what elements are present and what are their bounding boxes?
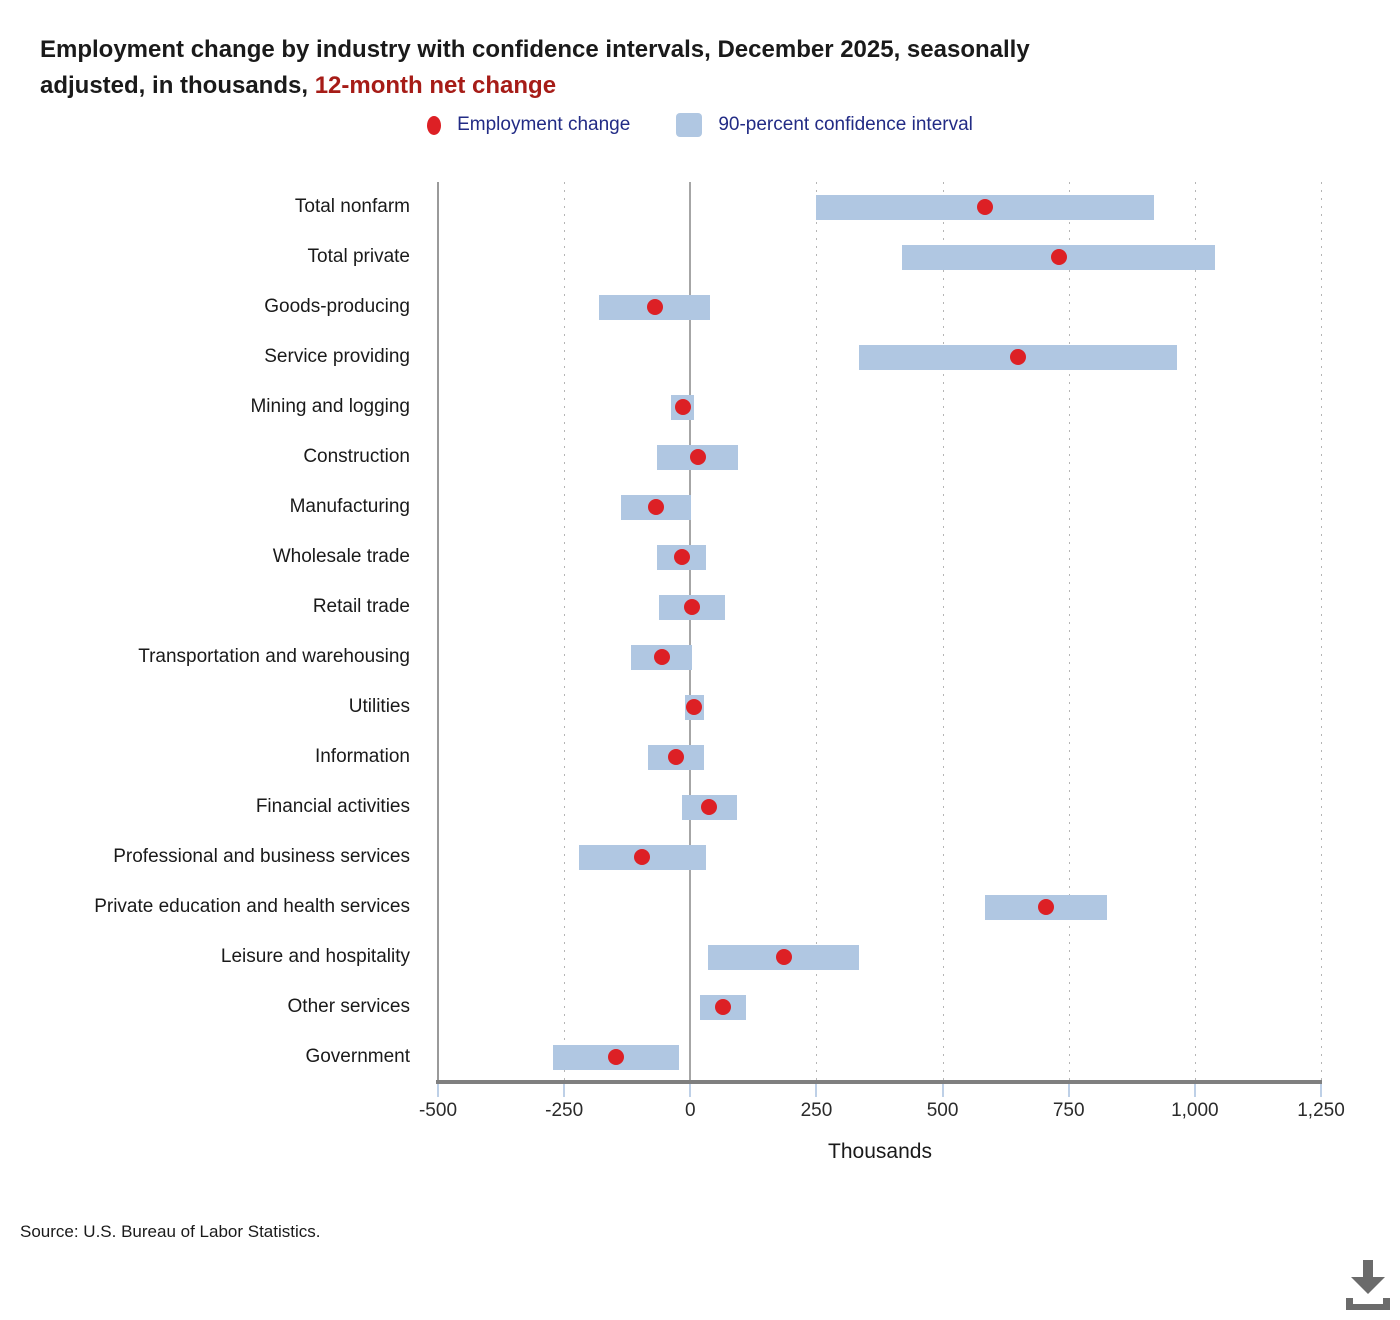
category-label: Manufacturing — [289, 496, 410, 517]
category-label: Service providing — [264, 346, 410, 367]
chart-title-highlight: 12-month net change — [314, 72, 557, 100]
employment-change-dot — [1050, 249, 1067, 265]
category-label: Retail trade — [312, 596, 410, 617]
x-axis-tick-label: 1,250 — [1297, 1100, 1345, 1121]
gridline — [1068, 182, 1070, 1082]
employment-change-dot — [977, 199, 994, 215]
confidence-interval-swatch-icon — [676, 113, 703, 137]
download-button[interactable] — [1342, 1256, 1394, 1312]
x-axis-tick — [941, 1084, 944, 1097]
x-axis-tick-label: 250 — [800, 1100, 833, 1121]
gridline — [1194, 182, 1196, 1082]
gridline — [816, 182, 818, 1082]
x-axis-tick-label: 1,000 — [1171, 1100, 1219, 1121]
x-axis-tick-label: 750 — [1052, 1100, 1085, 1121]
employment-change-dot — [1010, 349, 1027, 365]
category-label: Wholesale trade — [272, 546, 410, 567]
category-label: Goods-producing — [264, 296, 410, 317]
employment-change-dot — [647, 499, 664, 515]
employment-change-dot — [634, 849, 651, 865]
employment-change-dot — [686, 699, 703, 715]
x-axis-tick — [689, 1084, 692, 1097]
category-label: Financial activities — [255, 796, 410, 817]
category-label: Leisure and hospitality — [220, 946, 410, 967]
x-axis-tick — [437, 1084, 439, 1097]
gridline — [1321, 182, 1322, 1082]
employment-change-dot — [674, 399, 691, 415]
category-label: Professional and business services — [113, 846, 410, 867]
x-axis-baseline — [436, 1080, 1322, 1084]
category-label: Other services — [287, 996, 410, 1017]
employment-change-dot-icon — [427, 115, 442, 135]
y-axis-line — [437, 182, 439, 1082]
employment-change-dot — [689, 449, 706, 465]
category-label: Private education and health services — [94, 896, 410, 917]
x-axis-tick — [563, 1084, 566, 1097]
x-axis-tick-label: -250 — [545, 1100, 584, 1121]
x-axis-tick — [1067, 1084, 1070, 1097]
legend-label-employment-change: Employment change — [457, 114, 631, 135]
x-axis-title: Thousands — [828, 1140, 932, 1163]
x-axis-tick-label: 0 — [684, 1100, 696, 1121]
x-axis-tick — [1193, 1084, 1196, 1097]
category-label: Total private — [307, 246, 410, 267]
employment-change-dot — [701, 799, 718, 815]
category-label: Government — [305, 1046, 410, 1067]
employment-change-dot — [715, 999, 732, 1015]
employment-change-dot — [673, 549, 690, 565]
source-note: Source: U.S. Bureau of Labor Statistics. — [20, 1222, 321, 1241]
legend-label-confidence-interval: 90-percent confidence interval — [718, 114, 973, 135]
x-axis-tick — [1320, 1084, 1322, 1097]
download-icon — [1346, 1260, 1390, 1310]
employment-change-dot — [646, 299, 663, 315]
zero-gridline — [689, 182, 692, 1082]
category-label: Utilities — [348, 696, 410, 717]
x-axis-tick — [815, 1084, 818, 1097]
employment-change-dot — [775, 949, 792, 965]
category-label: Transportation and warehousing — [138, 646, 410, 667]
legend-item-employment-change: Employment change — [427, 114, 630, 136]
legend-item-confidence-interval: 90-percent confidence interval — [676, 113, 973, 137]
employment-change-dot — [683, 599, 700, 615]
gridline — [942, 182, 944, 1082]
employment-change-dot — [653, 649, 670, 665]
chart-title: Employment change by industry with confi… — [40, 32, 1210, 104]
category-label: Mining and logging — [250, 396, 410, 417]
x-axis-tick-label: -500 — [418, 1100, 458, 1121]
x-axis-tick-label: 500 — [926, 1100, 959, 1121]
gridline — [564, 182, 566, 1082]
employment-change-dot — [668, 749, 685, 765]
chart-title-line2: adjusted, in thousands, — [40, 72, 309, 100]
category-label: Construction — [303, 446, 410, 467]
employment-change-dot — [1038, 899, 1054, 915]
chart-legend: Employment change 90-percent confidence … — [0, 110, 1400, 140]
category-label: Information — [314, 746, 410, 767]
category-label: Total nonfarm — [294, 196, 410, 217]
employment-change-dot — [607, 1049, 624, 1065]
chart-title-line1: Employment change by industry with confi… — [40, 36, 1030, 64]
